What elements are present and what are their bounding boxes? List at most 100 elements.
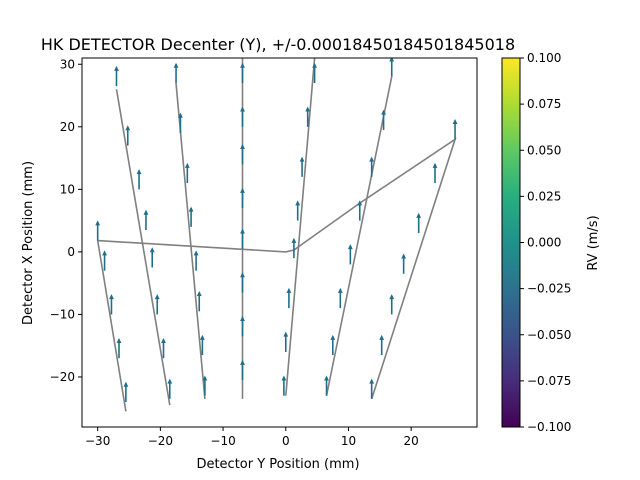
- arrow-head: [240, 62, 245, 68]
- chart-title: HK DETECTOR Decenter (Y), +/-0.000184501…: [41, 35, 515, 54]
- field-arrow-50: [379, 334, 385, 356]
- plot-area: [95, 58, 458, 412]
- x-axis-label: Detector Y Position (mm): [196, 457, 359, 472]
- field-arrow-18: [196, 291, 202, 312]
- y-tick-label: −10: [50, 307, 75, 321]
- y-tick-label: 20: [60, 120, 75, 134]
- field-arrow-47: [416, 212, 422, 234]
- y-tick-label: 30: [60, 57, 75, 71]
- field-arrow-10: [154, 294, 160, 315]
- field-arrow-11: [161, 337, 166, 359]
- arrow-head: [240, 359, 245, 365]
- field-arrow-20: [202, 375, 208, 396]
- field-arrow-9: [149, 247, 155, 268]
- colorbar-tick-label: −0.025: [527, 282, 571, 296]
- arrow-head: [184, 162, 190, 168]
- x-tick-label: 10: [341, 434, 356, 448]
- field-arrow-16: [188, 206, 194, 227]
- arrow-head: [283, 331, 289, 337]
- arrow-head: [389, 294, 395, 300]
- field-arrow-33: [291, 237, 297, 259]
- arrow-head: [240, 316, 245, 322]
- colorbar-label: RV (m/s): [586, 215, 601, 270]
- arrow-head: [143, 209, 149, 215]
- field-arrow-40: [357, 200, 363, 221]
- field-arrow-25: [240, 228, 245, 249]
- field-arrow-45: [452, 119, 458, 140]
- field-arrow-7: [136, 169, 142, 190]
- arrow-head: [178, 112, 183, 118]
- field-arrow-35: [283, 331, 289, 352]
- arrow-head: [102, 250, 107, 256]
- colorbar-tick-label: 0.000: [527, 236, 561, 250]
- y-tick-label: −20: [50, 370, 75, 384]
- x-tick-label: −30: [85, 434, 110, 448]
- arrow-head: [136, 169, 142, 175]
- arrow-head: [240, 144, 245, 150]
- field-arrow-49: [389, 294, 395, 315]
- arrow-head: [379, 334, 385, 340]
- arrow-head: [161, 337, 166, 343]
- field-arrow-41: [347, 244, 353, 265]
- field-arrow-51: [369, 378, 375, 399]
- y-tick-label: 10: [60, 182, 75, 196]
- arrow-head: [199, 334, 205, 340]
- axes: −30 −20 −10 0 10 20 −20 −10 0 10 20 30: [50, 57, 478, 448]
- plot-frame: [81, 57, 478, 428]
- arrow-head: [305, 106, 311, 112]
- arrow-head: [173, 62, 179, 68]
- field-arrow-24: [240, 187, 245, 209]
- arrow-head: [109, 294, 114, 300]
- field-arrow-48: [401, 253, 407, 274]
- arrow-head: [381, 109, 386, 115]
- field-arrow-5: [114, 65, 119, 87]
- arrow-head: [116, 337, 122, 343]
- arrow-head: [240, 187, 245, 193]
- arrow-head: [95, 220, 101, 226]
- arrow-head: [312, 62, 318, 68]
- arrow-head: [286, 287, 292, 293]
- field-arrow-19: [199, 334, 205, 356]
- x-tick-label: 20: [404, 434, 419, 448]
- field-arrow-32: [295, 200, 301, 221]
- colorbar-tick-label: −0.100: [527, 420, 571, 434]
- arrow-head: [416, 212, 422, 218]
- outline-line-0: [97, 137, 457, 400]
- outline-line-1: [96, 240, 127, 412]
- field-arrow-26: [240, 272, 245, 293]
- arrow-head: [193, 250, 199, 256]
- y-axis-label: Detector X Position (mm): [21, 161, 36, 325]
- field-arrow-36: [281, 375, 287, 396]
- arrow-head: [125, 125, 131, 131]
- arrow-head: [347, 244, 353, 250]
- outline-line-5: [285, 58, 316, 396]
- arrow-head: [357, 200, 363, 206]
- field-arrow-17: [193, 250, 199, 271]
- colorbar-tick-label: 0.100: [527, 51, 561, 65]
- arrow-head: [389, 58, 395, 62]
- arrow-head: [123, 381, 129, 387]
- field-arrow-42: [337, 287, 343, 309]
- arrow-head: [114, 65, 119, 71]
- colorbar-tick-label: 0.075: [527, 97, 561, 111]
- field-arrow-44: [324, 375, 329, 396]
- arrow-head: [240, 106, 245, 112]
- arrow-head: [299, 156, 305, 162]
- arrow-head: [295, 200, 301, 206]
- arrow-head: [432, 162, 438, 168]
- field-arrow-23: [240, 144, 245, 165]
- arrow-head: [196, 291, 202, 297]
- colorbar-tick-label: 0.025: [527, 189, 561, 203]
- outline-line-6: [325, 76, 393, 396]
- field-arrow-22: [240, 106, 245, 127]
- arrow-head: [167, 378, 173, 384]
- arrow-head: [188, 206, 194, 212]
- field-arrow-13: [173, 62, 179, 84]
- field-arrow-38: [381, 109, 386, 130]
- arrow-head: [202, 375, 208, 381]
- field-arrow-1: [102, 250, 107, 271]
- field-arrow-28: [240, 359, 245, 381]
- field-arrow-15: [184, 162, 190, 184]
- arrow-head: [291, 237, 297, 243]
